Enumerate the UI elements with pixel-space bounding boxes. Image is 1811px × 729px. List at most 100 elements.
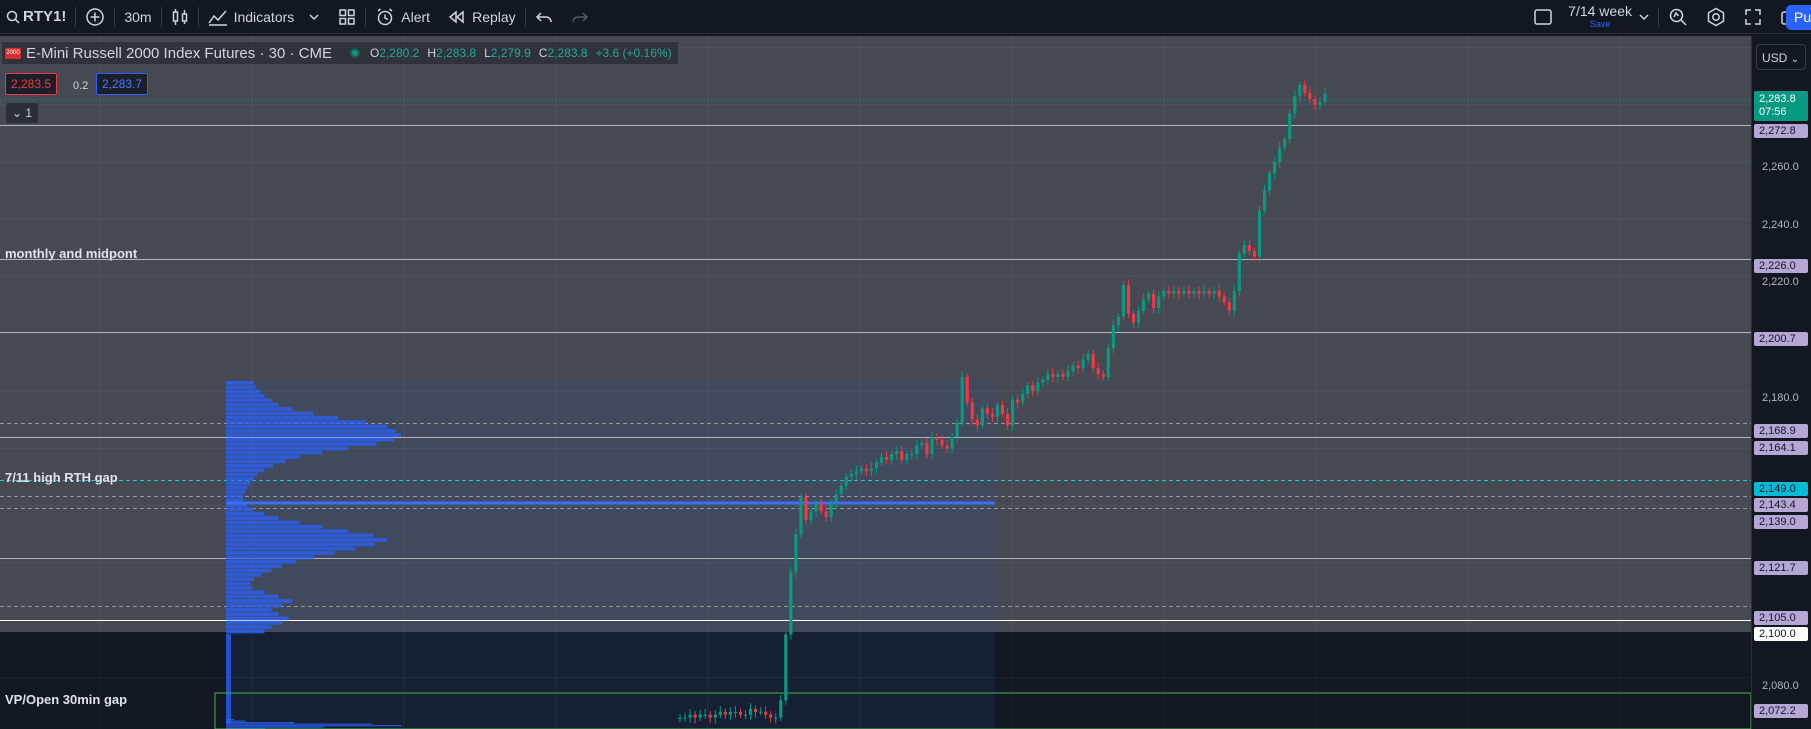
- compare-button[interactable]: [76, 0, 114, 34]
- volume-profile-bar: [226, 559, 296, 564]
- quick-search-button[interactable]: [1659, 0, 1697, 34]
- axis-tick: 2,240.0: [1762, 219, 1799, 231]
- candle-body: [879, 456, 884, 463]
- candle-body: [1096, 368, 1100, 374]
- indicators-button[interactable]: Indicators: [199, 0, 330, 34]
- candle-body: [970, 402, 974, 420]
- current-price-label: 2,283.8 07:56: [1754, 91, 1808, 121]
- fullscreen-button[interactable]: [1735, 0, 1771, 34]
- toolbar-divider: [160, 6, 162, 27]
- candle-body: [995, 405, 1000, 417]
- axis-tick: 2,220.0: [1762, 276, 1799, 288]
- save-status[interactable]: Save: [1589, 19, 1611, 29]
- annotation-gap[interactable]: 7/11 high RTH gap: [5, 470, 118, 485]
- search-icon: [6, 10, 20, 24]
- publish-button[interactable]: Pu: [1786, 5, 1811, 30]
- candle-body: [1121, 285, 1126, 317]
- candle-body: [678, 717, 682, 719]
- candle-body: [1308, 93, 1312, 99]
- chevron-down-icon[interactable]: [308, 13, 320, 21]
- chart-type-button[interactable]: [162, 0, 198, 34]
- volume-profile-bar: [226, 612, 279, 616]
- candle-body: [1147, 293, 1151, 300]
- candle-body: [849, 474, 853, 477]
- volume-profile-area: [226, 381, 995, 729]
- exchange-logo: 2000: [5, 47, 21, 59]
- instrument-title: E-Mini Russell 2000 Index Futures · 30 ·…: [26, 44, 332, 62]
- select-all-checkbox[interactable]: [1524, 0, 1562, 34]
- candle-body: [1116, 316, 1120, 326]
- candle-body: [1152, 293, 1156, 309]
- level-label: 2,226.0: [1754, 259, 1808, 273]
- price-chart[interactable]: [0, 36, 1751, 729]
- redo-button[interactable]: [562, 0, 598, 34]
- candle-body: [683, 717, 687, 719]
- candle-body: [1005, 414, 1010, 426]
- candle-body: [1278, 147, 1282, 162]
- market-status-dot[interactable]: [349, 48, 360, 58]
- candle-body: [1136, 310, 1141, 323]
- candle-body: [1056, 373, 1060, 377]
- symbol-search[interactable]: RTY1!: [0, 0, 75, 34]
- candle-body: [1232, 290, 1236, 311]
- toolbar-divider: [524, 6, 526, 27]
- volume-profile-bar: [226, 498, 244, 503]
- volume-profile-bar: [226, 719, 234, 721]
- axis-tick: 2,180.0: [1762, 392, 1799, 404]
- volume-profile-bar: [226, 599, 293, 603]
- volume-profile: [226, 381, 402, 729]
- candle-body: [733, 711, 738, 713]
- candle-body: [925, 442, 929, 455]
- volume-profile-bar: [226, 529, 349, 534]
- replay-button[interactable]: Replay: [439, 0, 525, 34]
- layout-name-button[interactable]: 7/14 week Save: [1562, 0, 1638, 34]
- candle-body: [955, 422, 959, 437]
- volume-profile-bar: [226, 603, 282, 608]
- symbol-legend[interactable]: 2000 E-Mini Russell 2000 Index Futures ·…: [2, 42, 678, 64]
- horizontal-levels: [0, 125, 1751, 621]
- interval-button[interactable]: 30m: [115, 0, 160, 34]
- high-value: 2,283.8: [436, 46, 477, 60]
- settings-button[interactable]: [1697, 0, 1735, 34]
- volume-profile-bar: [226, 520, 300, 525]
- annotation-vp[interactable]: VP/Open 30min gap: [5, 692, 128, 707]
- symbol-label: RTY1!: [23, 8, 67, 25]
- buy-button[interactable]: 2,283.7: [96, 73, 149, 95]
- volume-profile-bar: [226, 572, 261, 577]
- candle-body: [748, 708, 753, 715]
- volume-profile-bar: [226, 485, 247, 490]
- volume-profile-bar: [226, 594, 279, 599]
- candle-body: [859, 468, 864, 472]
- volume-profile-bar: [226, 476, 254, 481]
- price-axis[interactable]: [1751, 36, 1811, 729]
- annotation-monthly[interactable]: monthly and midpont: [5, 246, 138, 261]
- candle-body: [1177, 290, 1181, 294]
- layout-name: 7/14 week: [1568, 3, 1632, 19]
- level-label: 2,168.9: [1754, 424, 1808, 438]
- candle-body: [723, 711, 727, 715]
- currency-select[interactable]: USD ⌄: [1756, 44, 1806, 70]
- volume-profile-bar: [226, 420, 366, 425]
- volume-profile-bar: [226, 394, 265, 398]
- undo-button[interactable]: [526, 0, 562, 34]
- volume-profile-bar: [226, 629, 265, 634]
- alert-button[interactable]: Alert: [366, 0, 439, 34]
- volume-profile-bar: [226, 533, 373, 538]
- sell-button[interactable]: 2,283.5: [5, 73, 58, 95]
- candle-body: [753, 708, 758, 712]
- volume-profile-bar: [226, 389, 261, 394]
- candle-body: [895, 451, 899, 455]
- candle-body: [1192, 290, 1196, 294]
- candle-body: [1273, 162, 1277, 174]
- bar-countdown: 07:56: [1759, 106, 1787, 118]
- indicator-collapse-button[interactable]: ⌄ 1: [6, 103, 38, 123]
- volume-profile-bar: [226, 407, 293, 411]
- layouts-button[interactable]: [329, 0, 365, 34]
- layout-menu-button[interactable]: [1638, 0, 1658, 34]
- volume-profile-bar: [226, 564, 282, 568]
- fullscreen-icon: [1745, 8, 1761, 25]
- candle-body: [1283, 139, 1287, 148]
- candle-body: [1031, 385, 1035, 392]
- toolbar-divider: [365, 6, 367, 27]
- alarm-clock-icon: [377, 7, 393, 25]
